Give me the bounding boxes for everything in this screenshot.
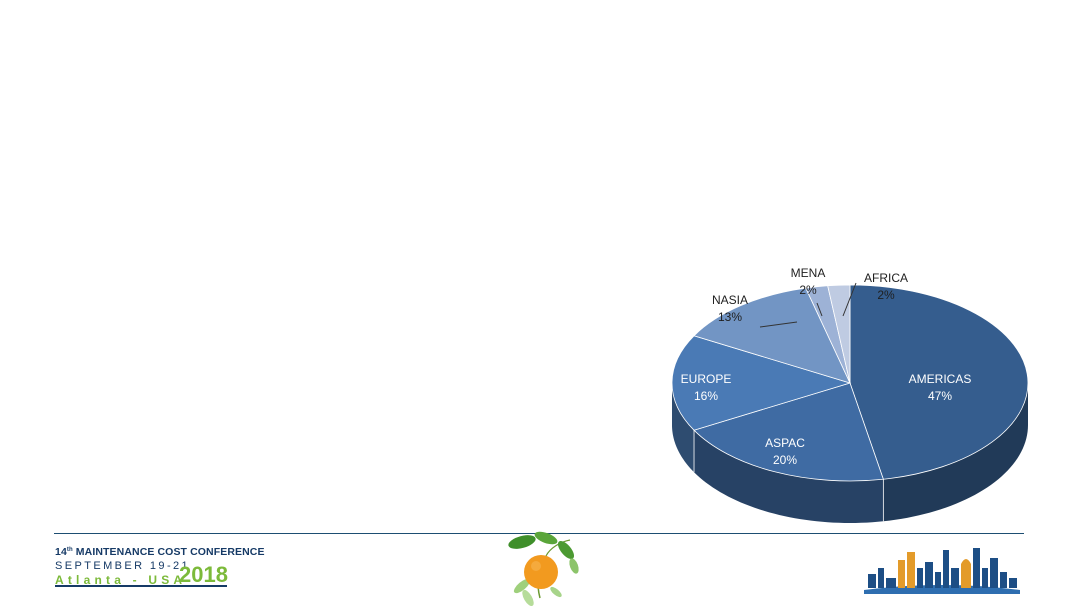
conference-city: Atlanta - USA xyxy=(55,573,187,587)
data-label-nasia: NASIA 13% xyxy=(712,293,748,324)
atlanta-skyline-icon xyxy=(864,548,1020,594)
leader-line-africa xyxy=(842,282,857,317)
data-label-aspac: ASPAC 20% xyxy=(765,436,805,467)
conference-year: 2018 xyxy=(179,562,228,587)
conference-title: 14th MAINTENANCE COST CONFERENCE xyxy=(55,546,265,558)
data-label-americas: AMERICAS 47% xyxy=(909,372,972,403)
conference-dates: SEPTEMBER 19-21 xyxy=(55,560,191,572)
pie-sides xyxy=(672,383,1028,523)
pie-side-americas xyxy=(883,383,1028,522)
pie-slice-nasia xyxy=(693,287,851,384)
leader-line-mena xyxy=(816,302,823,317)
leader-line-nasia xyxy=(759,321,798,328)
pie-leaders xyxy=(759,282,857,328)
pie-chart: AMERICAS 47% ASPAC 20% EUROPE 16% NASIA 13% MENA… xyxy=(671,266,1029,523)
data-label-europe: EUROPE 16% xyxy=(681,372,732,403)
pie-slice-americas xyxy=(849,284,1029,480)
pie-labels: AMERICAS 47% ASPAC 20% EUROPE 16% NASIA 13% MENA… xyxy=(681,266,972,467)
conference-underline xyxy=(55,585,227,587)
pie-slice-aspac xyxy=(693,382,884,482)
data-label-mena: MENA 2% xyxy=(791,266,826,297)
data-label-africa: AFRICA 2% xyxy=(864,271,908,302)
orange-tree-icon xyxy=(508,531,579,606)
pie-side-europe xyxy=(672,383,695,473)
pie-slice-europe xyxy=(671,335,852,431)
pie-side-aspac xyxy=(694,430,884,523)
conference-logo: 14th MAINTENANCE COST CONFERENCE SEPTEMB… xyxy=(55,546,264,596)
pie-top xyxy=(671,284,1029,482)
pie-slice-africa xyxy=(827,284,851,384)
